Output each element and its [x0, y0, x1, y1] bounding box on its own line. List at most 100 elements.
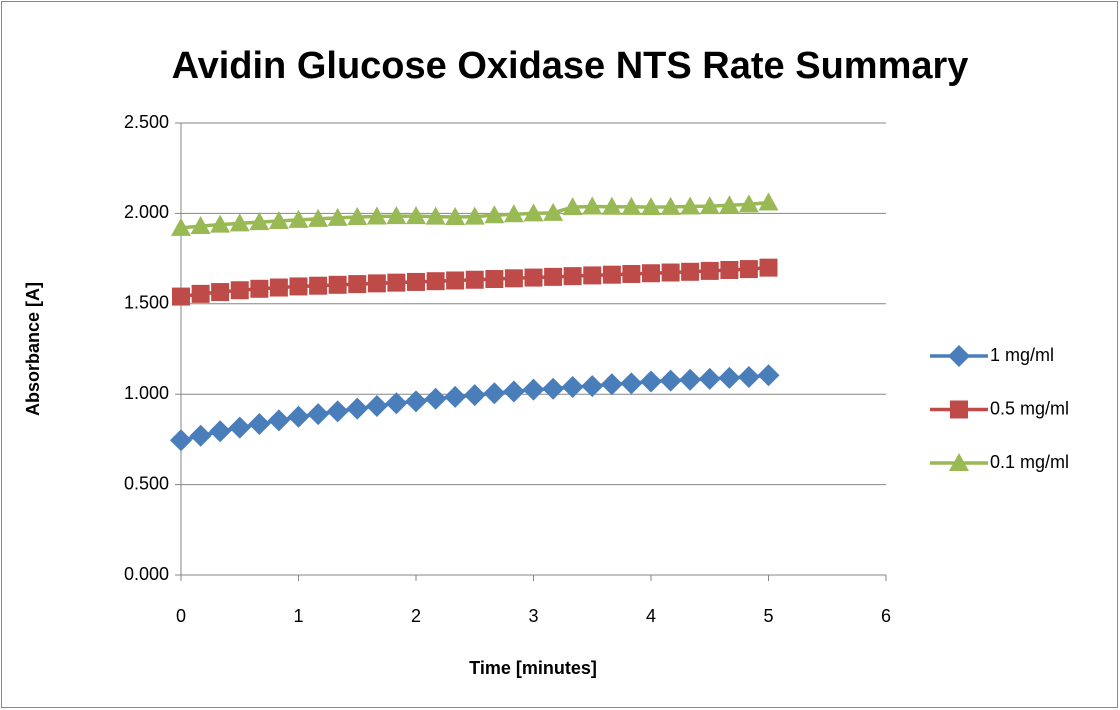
x-tick-label: 5 [763, 606, 773, 626]
data-point [327, 207, 348, 226]
data-point [386, 206, 407, 225]
data-point [463, 384, 486, 407]
legend-marker [948, 345, 970, 367]
chart-title: Avidin Glucose Oxidase NTS Rate Summary [172, 45, 969, 87]
data-point [562, 197, 583, 216]
data-point [366, 206, 387, 225]
data-point [465, 270, 484, 289]
data-point [544, 267, 563, 286]
legend-marker [949, 453, 969, 471]
x-tick-label: 4 [646, 606, 656, 626]
x-tick-label: 1 [293, 606, 303, 626]
legend-label: 0.5 mg/ml [990, 398, 1069, 418]
data-point [621, 196, 642, 215]
data-point [503, 204, 524, 223]
y-tick-label: 2.000 [124, 202, 169, 222]
data-point [387, 273, 406, 292]
data-point [758, 192, 779, 211]
data-point [426, 272, 445, 291]
data-point [484, 205, 505, 224]
data-point [739, 260, 758, 279]
data-point [700, 261, 719, 280]
data-point [698, 367, 721, 390]
data-point [582, 196, 603, 215]
y-tick-label: 2.500 [124, 112, 169, 132]
data-point [191, 284, 210, 303]
data-point [444, 385, 467, 408]
data-point [347, 207, 368, 226]
data-point [367, 274, 386, 293]
x-axis-label: Time [minutes] [469, 658, 597, 678]
data-point [211, 283, 230, 302]
data-point [267, 409, 290, 432]
data-point [622, 264, 641, 283]
data-point [287, 405, 310, 428]
data-point [718, 366, 741, 389]
data-point [425, 206, 446, 225]
data-point [309, 276, 328, 295]
data-point [699, 196, 720, 215]
legend-label: 1 mg/ml [990, 345, 1054, 365]
data-point [600, 373, 623, 396]
data-point [189, 424, 212, 447]
data-point [737, 366, 760, 389]
data-point [642, 264, 660, 283]
data-point [406, 206, 426, 225]
data-point [268, 210, 289, 229]
data-point [307, 403, 330, 426]
data-point [230, 281, 249, 300]
data-point [483, 382, 506, 405]
x-tick-label: 0 [176, 606, 186, 626]
data-point [602, 265, 621, 284]
data-point [288, 209, 309, 228]
data-point [485, 270, 504, 289]
data-point [680, 196, 701, 215]
data-point [681, 262, 700, 281]
data-point [405, 390, 427, 413]
data-point [248, 413, 271, 436]
data-point [563, 267, 582, 286]
data-point [190, 216, 211, 235]
x-tick-label: 2 [411, 606, 421, 626]
data-point [249, 212, 270, 231]
data-point [601, 196, 622, 215]
data-point [328, 275, 347, 294]
data-point [641, 197, 661, 216]
data-point [346, 397, 369, 420]
y-tick-label: 0.000 [124, 564, 169, 584]
data-point [172, 287, 190, 306]
data-point [424, 387, 447, 410]
data-point [407, 272, 425, 291]
data-point [581, 375, 604, 398]
data-point [326, 400, 349, 423]
data-point [464, 206, 485, 225]
data-point [269, 278, 288, 297]
data-point [543, 202, 564, 221]
data-point [229, 213, 250, 232]
data-point [385, 392, 408, 415]
data-point [250, 279, 269, 298]
data-point [523, 203, 544, 222]
data-point [524, 268, 543, 287]
data-point [522, 378, 545, 401]
x-tick-label: 3 [528, 606, 538, 626]
data-point [228, 416, 251, 439]
data-point [445, 207, 466, 226]
y-tick-label: 0.500 [124, 473, 169, 493]
data-point [640, 370, 662, 393]
data-point [209, 420, 232, 443]
data-point [170, 429, 192, 452]
data-point [561, 375, 584, 398]
y-tick-label: 1.000 [124, 383, 169, 403]
data-point [502, 380, 525, 403]
data-point [620, 372, 643, 395]
data-point [679, 368, 702, 391]
data-point [210, 214, 231, 233]
data-point [289, 277, 308, 296]
data-point [759, 258, 778, 277]
data-point [757, 364, 780, 387]
data-point [720, 260, 739, 279]
y-axis-label: Absorbance [A] [23, 282, 43, 416]
data-point [738, 194, 759, 213]
